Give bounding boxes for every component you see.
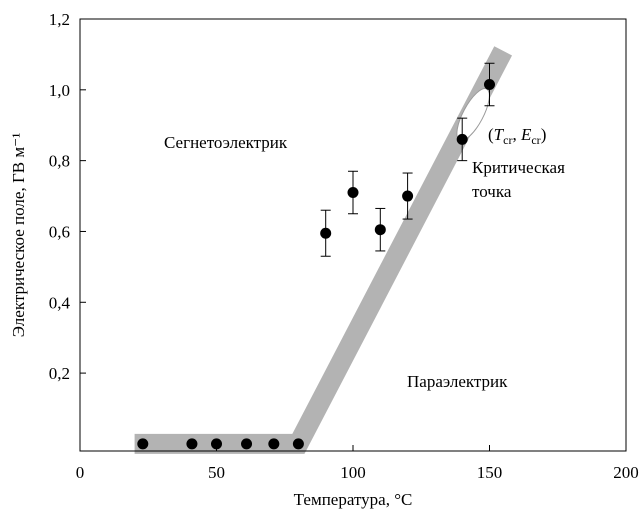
data-point xyxy=(374,224,386,236)
paraelectric-region-label: Параэлектрик xyxy=(407,372,508,391)
x-tick-label: 50 xyxy=(208,463,225,482)
y-tick-label: 0,8 xyxy=(49,152,70,171)
x-tick-label: 0 xyxy=(76,463,85,482)
axis-ticks: 0 50 100 150 200 0,2 0,4 0,6 0,8 1,0 1,2 xyxy=(49,10,639,482)
y-tick-label: 0,6 xyxy=(49,222,70,241)
data-point xyxy=(347,187,359,199)
data-points xyxy=(137,62,495,450)
data-point xyxy=(292,438,304,450)
critical-point-label-line2: точка xyxy=(472,182,512,201)
data-point xyxy=(320,227,332,239)
y-tick-label: 1,0 xyxy=(49,81,70,100)
x-tick-label: 200 xyxy=(613,463,639,482)
data-point xyxy=(268,438,280,450)
data-point xyxy=(241,438,253,450)
y-tick-label: 1,2 xyxy=(49,10,70,29)
data-point xyxy=(456,133,468,145)
x-tick-label: 100 xyxy=(340,463,366,482)
y-axis-label: Электрическое поле, ГВ м⁻¹ xyxy=(9,133,28,337)
x-axis-label: Температура, °C xyxy=(294,490,413,509)
data-point xyxy=(211,438,222,450)
data-point xyxy=(137,438,149,450)
data-point xyxy=(186,438,198,450)
data-point xyxy=(484,79,495,91)
critical-point-coordinates: (Tcr, Ecr) xyxy=(488,125,546,147)
x-tick-label: 150 xyxy=(477,463,503,482)
y-tick-label: 0,2 xyxy=(49,364,70,383)
plot-frame xyxy=(79,18,627,452)
data-point xyxy=(402,190,414,202)
ferroelectric-region-label: Сегнетоэлектрик xyxy=(164,133,288,152)
critical-point-label-line1: Критическая xyxy=(472,158,565,177)
y-tick-label: 0,4 xyxy=(49,293,71,312)
